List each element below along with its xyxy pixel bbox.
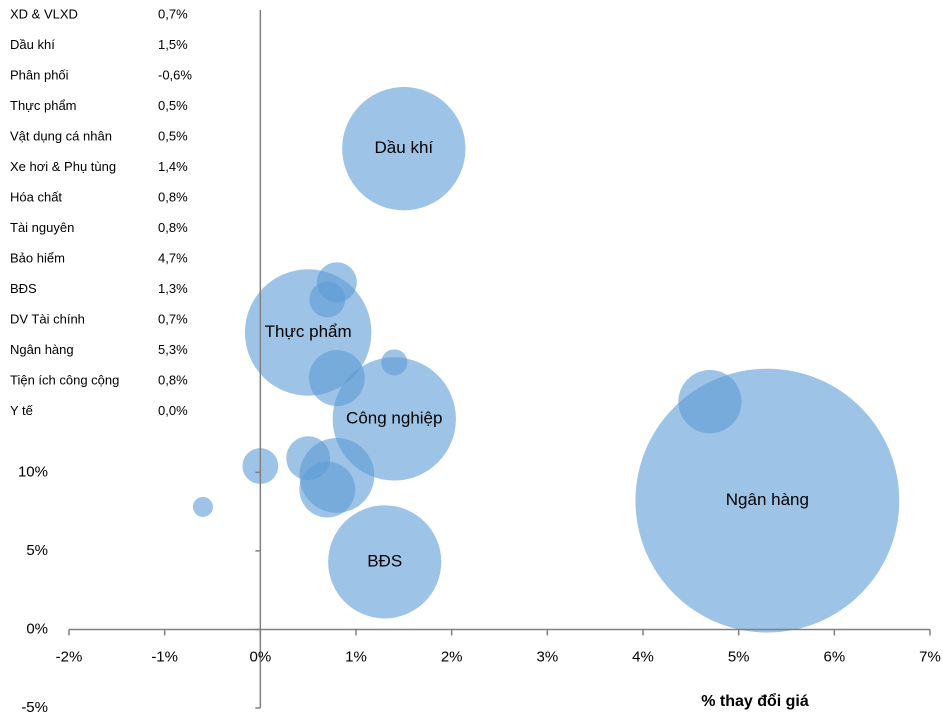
table-name: Dầu khí (10, 37, 55, 52)
table-name: Tài nguyên (10, 220, 74, 235)
x-tick-label: 2% (441, 648, 463, 665)
bubble-label: Dầu khí (375, 138, 434, 157)
x-tick-label: 4% (632, 648, 654, 665)
table-value: 0,7% (158, 311, 188, 326)
table-value: 4,7% (158, 250, 188, 265)
table-value: 1,4% (158, 159, 188, 174)
table-value: 0,8% (158, 220, 188, 235)
x-tick-label: 1% (345, 648, 367, 665)
table-name: BĐS (10, 281, 37, 296)
table-value: 0,5% (158, 128, 188, 143)
bubble-label: BĐS (367, 551, 402, 570)
table-value: 0,5% (158, 98, 188, 113)
table-name: Vật dụng cá nhân (10, 128, 112, 143)
x-tick-label: 3% (536, 648, 558, 665)
table-value: 5,3% (158, 342, 188, 357)
bubble (342, 87, 466, 211)
bubble (192, 496, 213, 517)
table-name: Hóa chất (10, 189, 62, 204)
bubble (316, 262, 357, 303)
bubble-label: Công nghiệp (346, 408, 442, 427)
table-name: Y tế (10, 403, 34, 418)
table-name: XD & VLXD (10, 6, 78, 21)
table-name: Thực phẩm (10, 98, 77, 113)
table-value: 0,0% (158, 403, 188, 418)
x-tick-label: -2% (56, 648, 83, 665)
table-value: 1,5% (158, 37, 188, 52)
x-tick-label: 5% (728, 648, 750, 665)
bubble (328, 505, 442, 619)
table-value: -0,6% (158, 67, 192, 82)
table-value: 1,3% (158, 281, 188, 296)
x-tick-label: -1% (151, 648, 178, 665)
table-value: 0,8% (158, 189, 188, 204)
bubble-label: Ngân hàng (726, 490, 809, 509)
table-name: Phân phối (10, 67, 69, 82)
x-axis-label: % thay đổi giá (701, 692, 809, 710)
table-name: Xe hơi & Phụ tùng (10, 159, 116, 174)
table-name: Ngân hàng (10, 342, 74, 357)
bubble-label: Thực phẩm (265, 322, 352, 341)
bubble (332, 357, 456, 481)
table-name: DV Tài chính (10, 311, 85, 326)
table-value: 0,8% (158, 372, 188, 387)
table-name: Bảo hiểm (10, 250, 65, 265)
table-name: Tiện ích công cộng (10, 372, 119, 387)
x-tick-label: 0% (249, 648, 271, 665)
y-tick-label: 10% (18, 463, 48, 480)
table-value: 0,7% (158, 6, 188, 21)
y-tick-label: 5% (26, 542, 48, 559)
y-tick-label: -5% (21, 699, 48, 715)
bubble (635, 368, 900, 633)
x-tick-label: 6% (823, 648, 845, 665)
x-tick-label: 7% (919, 648, 941, 665)
y-tick-label: 0% (26, 620, 48, 637)
